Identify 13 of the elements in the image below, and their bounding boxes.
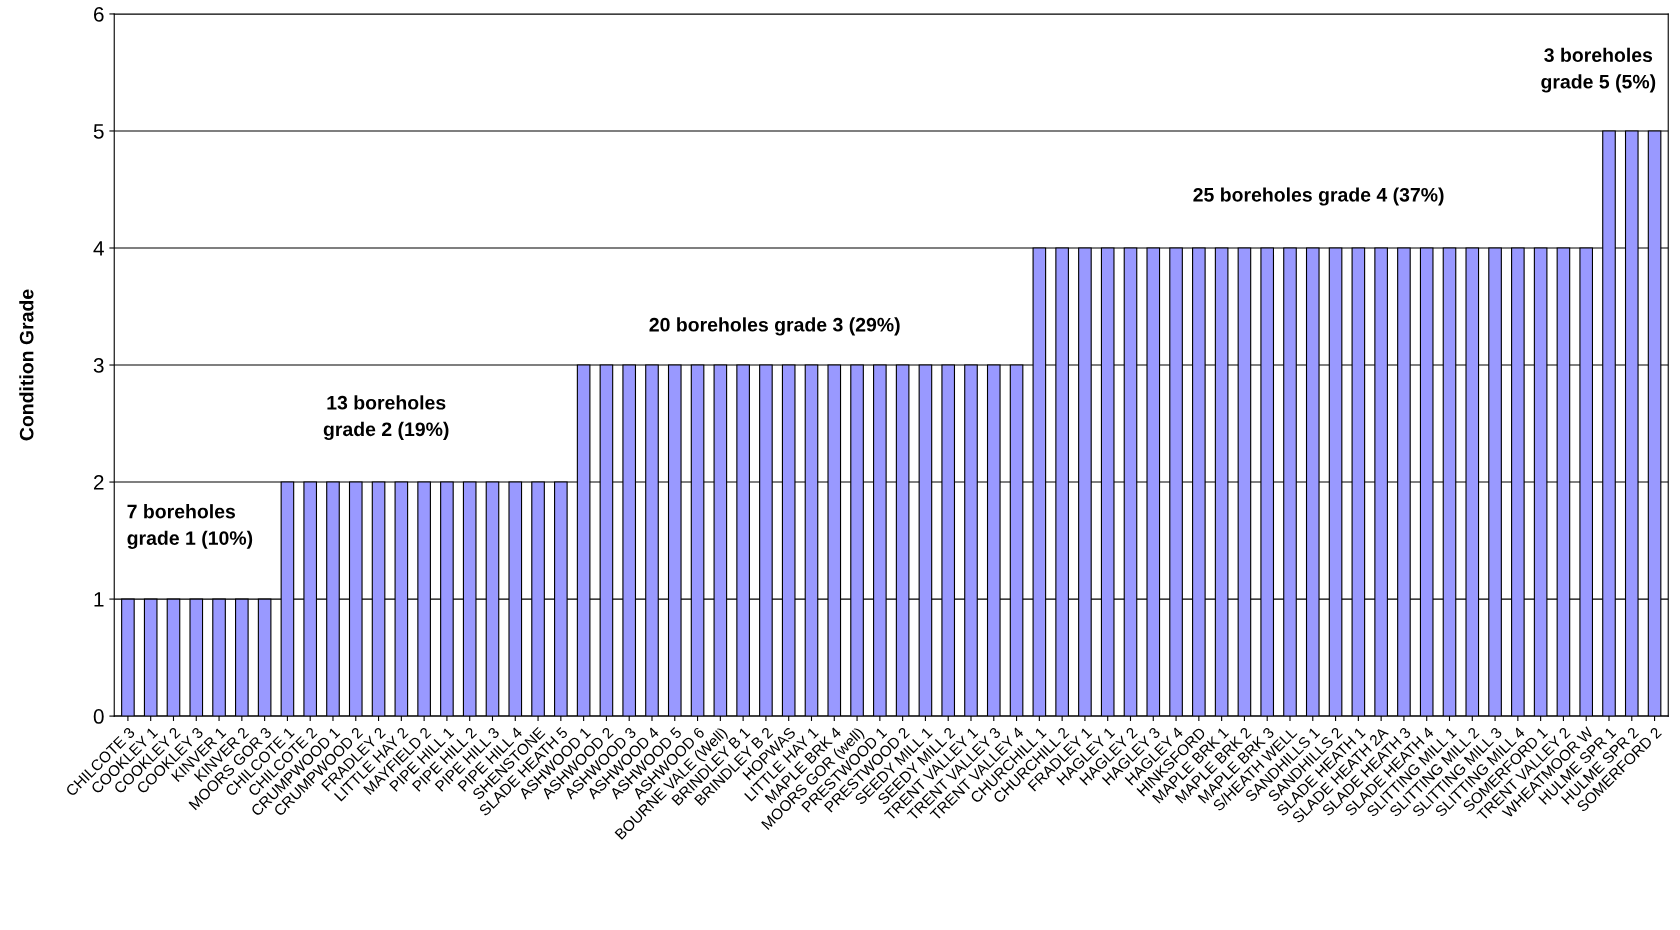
annotation: 7 boreholes grade 1 (10%) <box>127 504 253 549</box>
y-tick-label: 6 <box>93 6 104 22</box>
annotation: 20 boreholes grade 3 (29%) <box>649 317 900 336</box>
annotation: 3 boreholes grade 5 (5%) <box>1541 47 1656 93</box>
y-axis-title: Condition Grade <box>19 289 34 441</box>
y-tick-label: 0 <box>93 709 104 724</box>
y-tick-label: 1 <box>94 592 104 607</box>
annotation: 25 boreholes grade 4 (37%) <box>1193 187 1444 206</box>
y-tick-label: 4 <box>93 241 104 256</box>
y-tick-label: 2 <box>93 475 104 490</box>
annotation: 13 boreholes grade 2 (19%) <box>323 395 449 441</box>
y-tick-label: 5 <box>93 124 104 139</box>
y-tick-label: 3 <box>93 358 104 373</box>
